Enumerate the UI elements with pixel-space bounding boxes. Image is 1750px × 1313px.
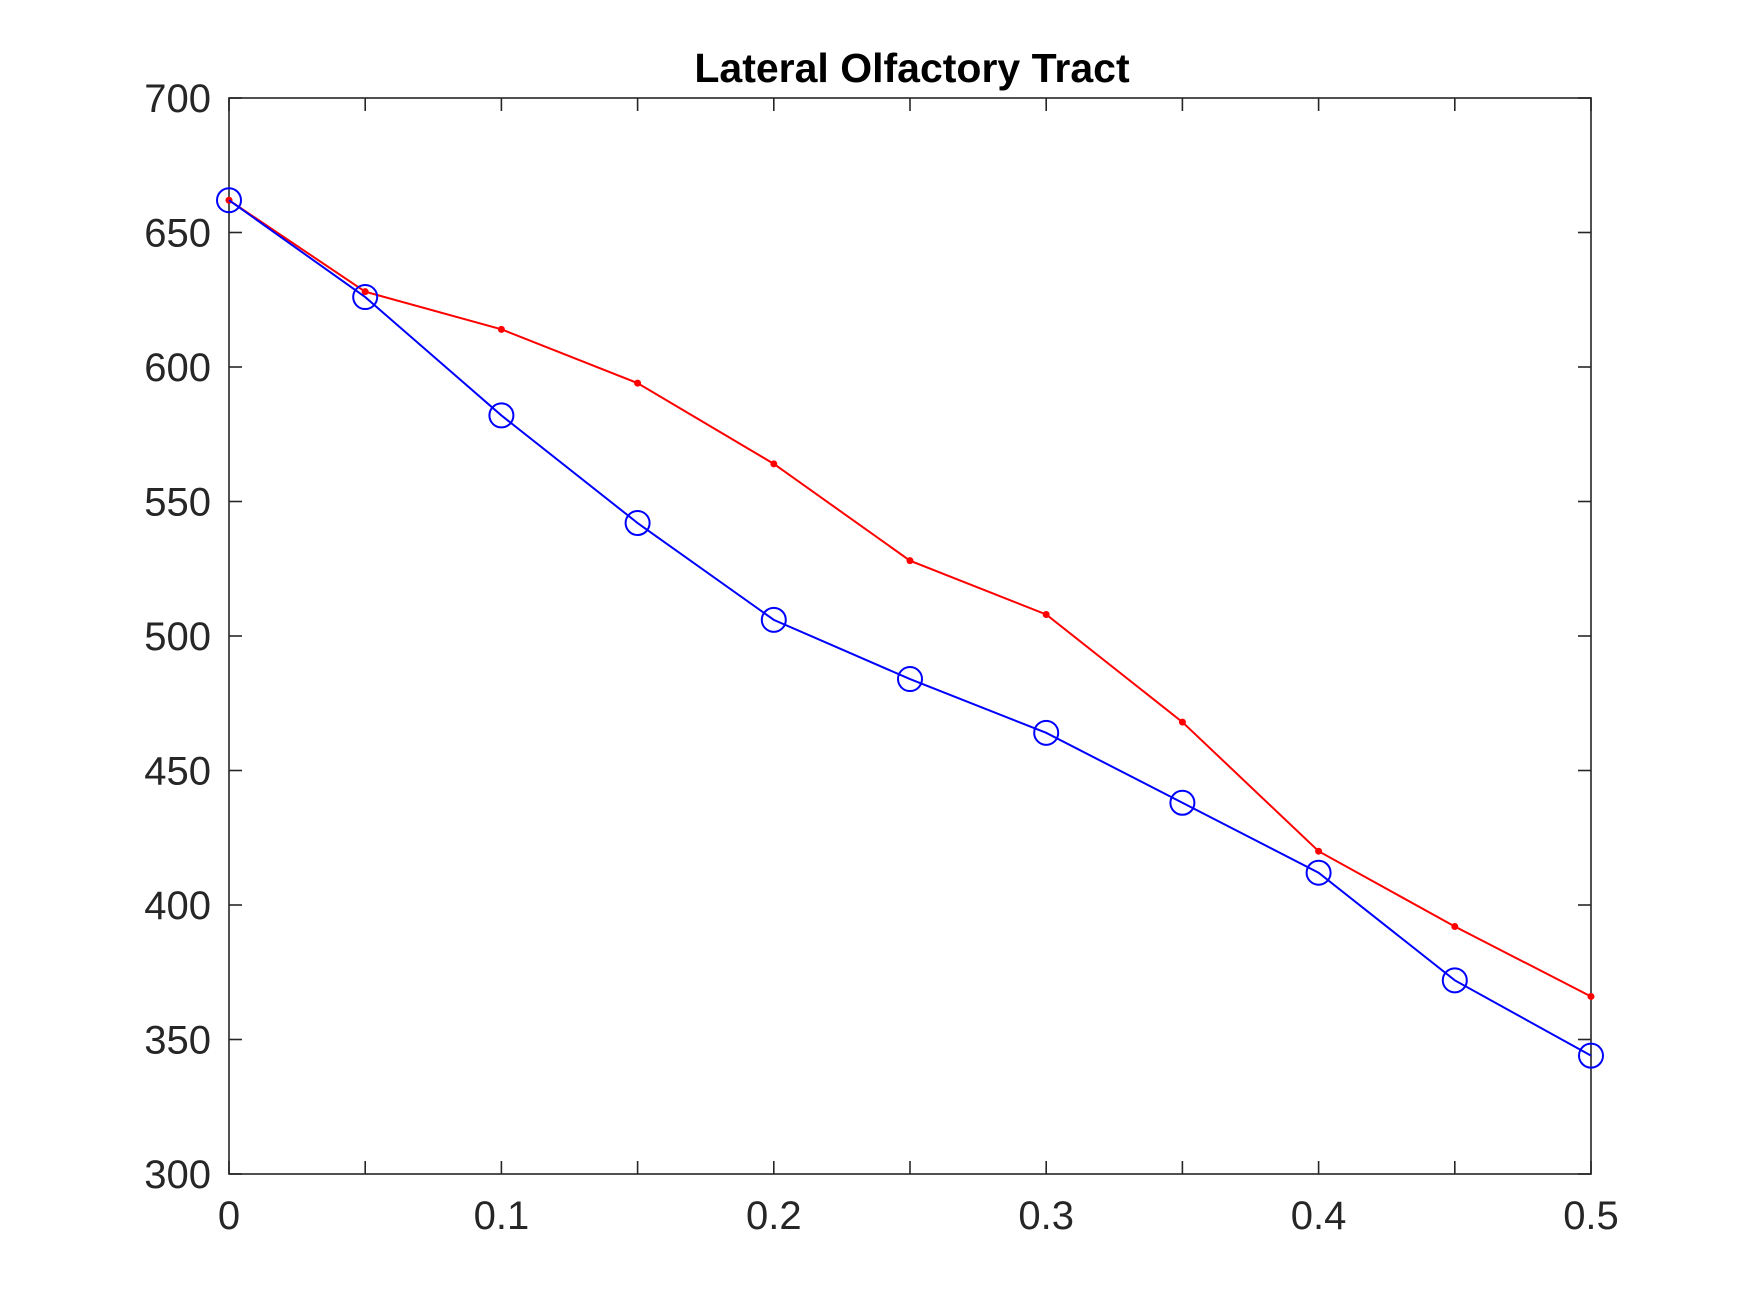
series-2 [216, 187, 1604, 1069]
axis-ticks [228, 97, 1592, 1175]
data-point-dot [361, 288, 369, 296]
axis-tick-labels: 0 0.1 0.2 0.3 0.4 0.5 300 350 400 450 500 550 600 650… [144, 77, 1619, 1238]
data-point-dot [497, 325, 505, 333]
data-point-dot [906, 557, 914, 565]
data-point-circle [352, 284, 379, 311]
data-point-circle [1033, 719, 1060, 746]
data-point-circle [1441, 967, 1468, 994]
y-tick-label: 350 [144, 1019, 211, 1063]
data-point-circle [897, 666, 923, 693]
data-point-dot [1315, 847, 1323, 855]
data-point-dot [1587, 992, 1595, 1000]
data-point-dot [1178, 718, 1186, 726]
x-tick-label: 0.1 [474, 1194, 530, 1238]
y-tick-label: 550 [144, 481, 211, 525]
y-tick-label: 650 [144, 212, 211, 256]
data-point-circle [1305, 859, 1332, 886]
y-tick-label: 500 [144, 615, 211, 659]
x-tick-label: 0.2 [746, 1194, 802, 1238]
y-tick-label: 450 [144, 750, 211, 794]
x-tick-label: 0.3 [1018, 1194, 1074, 1238]
y-tick-label: 600 [144, 346, 211, 390]
data-point-circle [216, 187, 242, 214]
data-point-dot [1042, 610, 1050, 618]
data-series [216, 187, 1604, 1069]
data-point-dot [770, 460, 778, 468]
x-tick-label: 0.4 [1291, 1194, 1347, 1238]
x-tick-label: 0 [218, 1194, 240, 1238]
data-point-circle [760, 606, 787, 633]
y-tick-label: 400 [144, 884, 211, 928]
data-point-circle [624, 510, 651, 537]
y-tick-label: 700 [144, 77, 211, 121]
data-point-dot [1451, 923, 1459, 931]
y-tick-label: 300 [144, 1153, 211, 1197]
data-point-dot [634, 379, 642, 387]
data-point-circle [488, 402, 515, 429]
x-tick-label: 0.5 [1563, 1194, 1619, 1238]
data-point-circle [1578, 1042, 1604, 1069]
series-line [228, 199, 1592, 1057]
data-point-circle [1169, 789, 1196, 816]
chart-title: Lateral Olfactory Tract [694, 45, 1130, 91]
